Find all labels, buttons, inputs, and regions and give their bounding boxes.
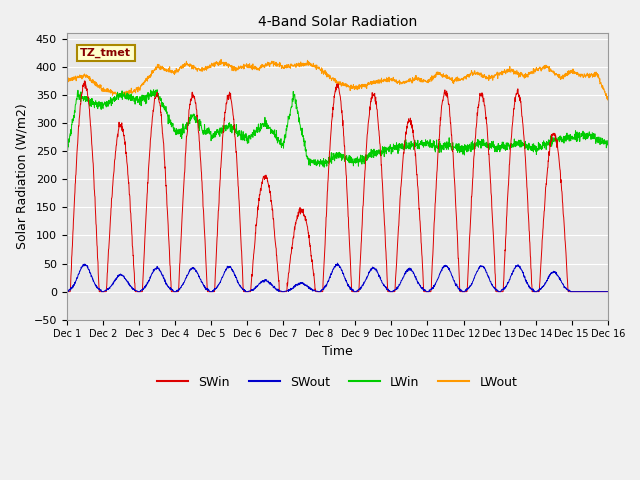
LWin [150, 87, 157, 93]
LWin [572, 128, 579, 133]
LWin [495, 145, 502, 151]
LWout [572, 69, 579, 75]
LWout [353, 83, 361, 89]
Y-axis label: Solar Radiation (W/m2): Solar Radiation (W/m2) [15, 104, 28, 249]
Line: LWout: LWout [67, 60, 608, 100]
SWin [556, 167, 564, 173]
SWin [63, 289, 70, 295]
SWin [604, 289, 612, 295]
Legend: SWin, SWout, LWin, LWout: SWin, SWout, LWin, LWout [152, 371, 522, 394]
LWin [63, 151, 70, 157]
SWout [353, 288, 361, 294]
SWin [214, 219, 221, 225]
LWin [320, 164, 328, 170]
SWin [353, 289, 361, 295]
SWout [63, 289, 70, 295]
SWout [604, 289, 612, 295]
LWin [353, 156, 361, 162]
SWout [556, 276, 564, 282]
SWin [495, 289, 502, 295]
LWout [214, 61, 221, 67]
LWin [365, 151, 372, 156]
SWout [334, 260, 342, 266]
X-axis label: Time: Time [322, 345, 353, 358]
LWin [604, 140, 612, 145]
Title: 4-Band Solar Radiation: 4-Band Solar Radiation [258, 15, 417, 29]
LWout [63, 77, 70, 83]
LWout [604, 97, 612, 103]
Text: TZ_tmet: TZ_tmet [80, 48, 131, 58]
LWout [365, 80, 372, 86]
LWin [557, 137, 564, 143]
LWin [214, 127, 221, 132]
Line: SWout: SWout [67, 263, 608, 292]
SWin [572, 289, 579, 295]
SWout [572, 289, 579, 295]
LWout [217, 57, 225, 62]
SWout [495, 289, 502, 295]
SWout [365, 269, 372, 275]
SWout [214, 283, 221, 289]
SWin [365, 116, 372, 122]
LWout [495, 72, 502, 78]
Line: SWin: SWin [67, 81, 608, 292]
Line: LWin: LWin [67, 90, 608, 167]
SWin [81, 78, 89, 84]
LWout [556, 74, 564, 80]
